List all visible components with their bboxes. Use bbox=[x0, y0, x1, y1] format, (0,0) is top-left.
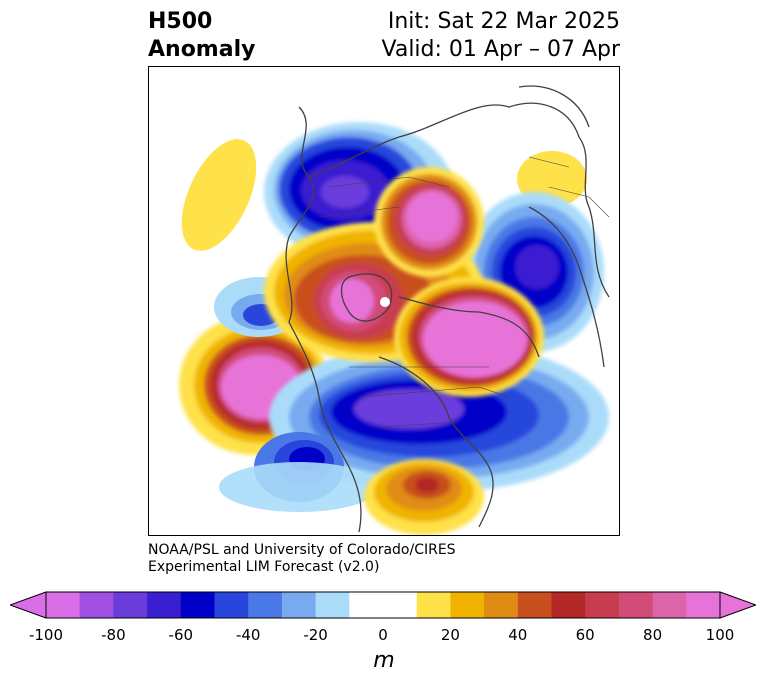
colorbar-cell bbox=[416, 592, 451, 618]
colorbar-cells bbox=[46, 592, 721, 618]
colorbar-cell bbox=[618, 592, 654, 618]
anomaly-pacific-yellow-patch bbox=[181, 139, 257, 251]
anomaly-siberia-ridge bbox=[374, 167, 484, 277]
colorbar-cell bbox=[113, 592, 148, 618]
colorbar-tick-label: 100 bbox=[705, 626, 735, 644]
north-pole-marker bbox=[380, 297, 390, 307]
colorbar-cell bbox=[147, 592, 182, 618]
colorbar-ticks: -100 -80 -60 -40 -20 0 20 40 60 80 100 bbox=[0, 626, 768, 646]
colorbar-tick-label: 60 bbox=[575, 626, 595, 644]
colorbar-cell bbox=[315, 592, 350, 618]
colorbar-tick-label: -20 bbox=[303, 626, 328, 644]
colorbar-cell bbox=[585, 592, 620, 618]
colorbar-cell bbox=[517, 592, 552, 618]
colorbar-cell bbox=[349, 592, 384, 618]
colorbar-frame bbox=[45, 591, 721, 619]
colorbar-tick-label: 40 bbox=[508, 626, 528, 644]
colorbar-tick-label: 80 bbox=[643, 626, 663, 644]
colorbar-unit-label: m bbox=[373, 648, 395, 673]
colorbar-cell bbox=[484, 592, 519, 618]
credit-line-1: NOAA/PSL and University of Colorado/CIRE… bbox=[148, 542, 456, 558]
colorbar-min-arrow bbox=[10, 591, 47, 619]
country-borders bbox=[318, 156, 610, 428]
colorbar bbox=[10, 591, 756, 619]
colorbar-tick-label: -40 bbox=[235, 626, 261, 644]
title-left: H500 Anomaly bbox=[148, 8, 255, 64]
colorbar-cell bbox=[281, 592, 317, 618]
title-field: Anomaly bbox=[148, 37, 256, 62]
credit-line-2: Experimental LIM Forecast (v2.0) bbox=[148, 559, 380, 575]
colorbar-cell bbox=[652, 592, 687, 618]
colorbar-cell bbox=[79, 592, 114, 618]
colorbar-cell bbox=[180, 592, 215, 618]
valid-range: Valid: 01 Apr – 07 Apr bbox=[381, 37, 621, 62]
colorbar-cell bbox=[686, 592, 721, 618]
colorbar-cell bbox=[248, 592, 283, 618]
credit-text: NOAA/PSL and University of Colorado/CIRE… bbox=[148, 542, 456, 576]
colorbar-tick-label: -80 bbox=[101, 626, 126, 644]
colorbar-max-arrow bbox=[719, 591, 756, 619]
anomaly-southeast-us-ridge bbox=[364, 459, 484, 535]
colorbar-cell bbox=[214, 592, 249, 618]
colorbar-cell bbox=[450, 592, 485, 618]
colorbar-tick-label: -100 bbox=[28, 626, 64, 644]
title-variable: H500 bbox=[148, 9, 213, 34]
anomaly-north-america-trough bbox=[269, 342, 609, 492]
colorbar-tick-label: -60 bbox=[168, 626, 194, 644]
colorbar-tick-label: 20 bbox=[440, 626, 460, 644]
coastlines bbox=[285, 85, 610, 533]
colorbar-tick-label: 0 bbox=[378, 626, 388, 644]
anomaly-map-svg bbox=[179, 85, 610, 535]
init-date: Init: Sat 22 Mar 2025 bbox=[387, 9, 620, 34]
anomaly-map bbox=[148, 66, 620, 536]
colorbar-cell bbox=[551, 592, 586, 618]
colorbar-cell bbox=[46, 592, 81, 618]
anomaly-north-atlantic-ridge bbox=[394, 277, 544, 397]
title-right: Init: Sat 22 Mar 2025 Valid: 01 Apr – 07… bbox=[382, 8, 621, 64]
colorbar-cell bbox=[383, 592, 418, 618]
